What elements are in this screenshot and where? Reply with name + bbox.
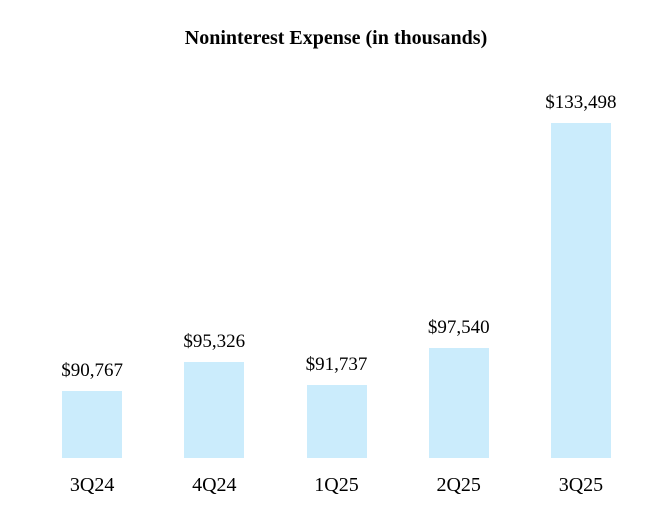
chart-title: Noninterest Expense (in thousands)	[184, 27, 488, 49]
value-label: $95,326	[183, 331, 246, 352]
value-label: $133,498	[545, 92, 617, 113]
category-label: 2Q25	[436, 474, 481, 496]
bar	[62, 391, 123, 458]
bar-column-1q25: $91,737 1Q25	[275, 70, 397, 528]
bar-column-3q24: $90,767 3Q24	[31, 70, 153, 528]
value-label: $91,737	[305, 354, 368, 375]
bar	[306, 385, 367, 458]
value-label: $97,540	[427, 317, 490, 338]
category-label: 3Q25	[558, 474, 604, 496]
category-label: 1Q25	[314, 474, 359, 496]
category-label: 4Q24	[192, 474, 237, 496]
bar	[428, 348, 489, 458]
bar-column-4q24: $95,326 4Q24	[153, 70, 275, 528]
bar-column-3q25: $133,498 3Q25	[520, 70, 642, 528]
category-label: 3Q24	[69, 474, 115, 496]
bar	[550, 123, 611, 458]
bar	[184, 362, 245, 458]
plot-area: $90,767 3Q24 $95,326 4Q24 $91,737 1Q25 $97,540…	[31, 70, 642, 528]
bar-column-2q25: $97,540 2Q25	[398, 70, 520, 528]
value-label: $90,767	[61, 360, 123, 381]
